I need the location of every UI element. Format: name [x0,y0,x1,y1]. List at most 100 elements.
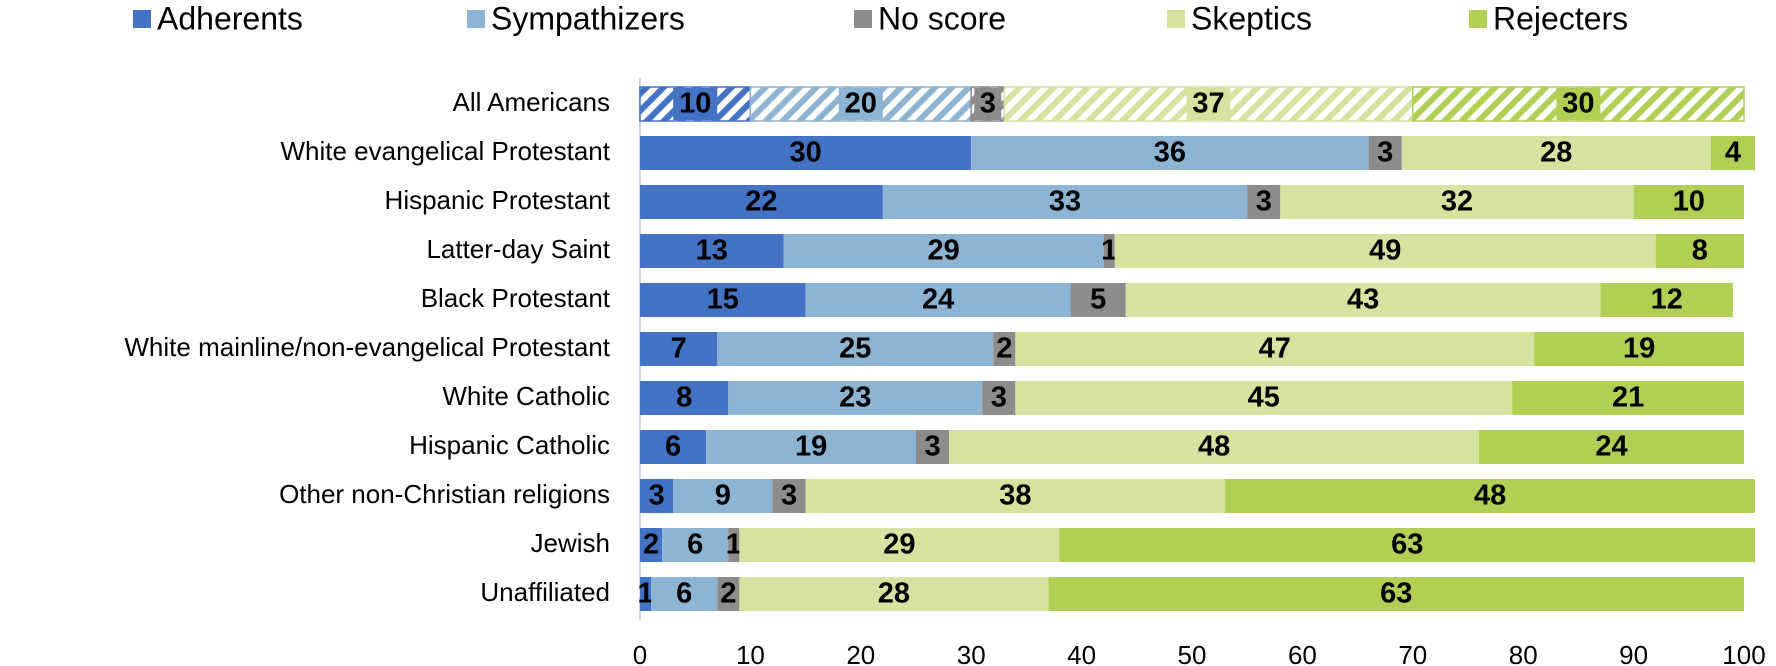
x-tick-label: 50 [1178,640,1207,666]
bar-segment [1015,381,1513,415]
bar-segment [971,136,1369,170]
bar-segment [706,430,916,464]
bar-segment [1600,283,1733,317]
data-label: 9 [715,480,731,512]
legend-swatch [1167,10,1185,28]
data-label: 28 [1540,137,1572,169]
data-label: 28 [878,578,910,610]
bar-segment [1103,234,1115,268]
label-backing [673,88,718,120]
data-label: 3 [648,480,664,512]
bar-segment [1070,283,1126,317]
data-label: 19 [1623,333,1655,365]
data-label: 13 [696,235,728,267]
bar-segment [640,381,729,415]
bar-segment [640,283,806,317]
data-label: 3 [1377,137,1393,169]
data-label: 1 [637,578,653,610]
data-label: 2 [996,333,1012,365]
bar-segment [1114,234,1656,268]
data-label: 3 [924,431,940,463]
x-tick-label: 70 [1398,640,1427,666]
bar-segment [662,528,729,562]
bar-segment [1534,332,1744,366]
bar-segment [640,185,883,219]
data-label: 10 [679,88,711,120]
bar-segment [916,430,950,464]
bar-segment [772,479,806,513]
category-label: White evangelical Protestant [280,136,610,166]
legend-swatch [467,10,485,28]
data-label: 37 [1192,88,1224,120]
bar-segment [640,234,784,268]
data-label: 30 [789,137,821,169]
legend-label: Adherents [157,0,303,36]
data-label: 48 [1474,480,1506,512]
x-tick-label: 60 [1288,640,1317,666]
x-tick-label: 30 [957,640,986,666]
label-backing [1186,88,1231,120]
data-label: 45 [1248,382,1280,414]
x-tick-label: 100 [1722,640,1765,666]
x-tick-label: 40 [1067,640,1096,666]
data-label: 47 [1259,333,1291,365]
data-label: 24 [922,284,954,316]
x-tick-label: 10 [736,640,765,666]
data-label: 6 [665,431,681,463]
bar-segment [805,479,1226,513]
category-label: Black Protestant [421,283,611,313]
data-label: 23 [839,382,871,414]
category-label: Unaffiliated [480,577,610,607]
category-label: Hispanic Catholic [409,430,610,460]
data-label: 43 [1347,284,1379,316]
data-label: 15 [707,284,739,316]
bar-segment [640,332,718,366]
data-label: 30 [1562,88,1594,120]
bar-segment [949,430,1480,464]
legend-label: Skeptics [1191,0,1312,36]
label-backing [1556,88,1601,120]
bar-segment [640,577,652,611]
bar-segment [728,381,983,415]
data-label: 4 [1725,137,1741,169]
label-backing [838,88,883,120]
data-label: 20 [845,88,877,120]
category-label: All Americans [453,87,611,117]
data-label: 29 [927,235,959,267]
bar-segment [673,479,773,513]
data-label: 12 [1651,284,1683,316]
legend-label: Sympathizers [491,0,685,36]
data-label: 36 [1154,137,1186,169]
data-label: 48 [1198,431,1230,463]
bar-segment [739,577,1049,611]
data-label: 63 [1391,529,1423,561]
bar-segment [882,185,1248,219]
data-label: 8 [676,382,692,414]
x-tick-label: 20 [846,640,875,666]
bar-segment [640,430,707,464]
data-label: 21 [1612,382,1644,414]
category-label: Jewish [531,528,610,558]
data-label: 24 [1595,431,1627,463]
bar-segment [805,283,1071,317]
bar-segment [1479,430,1744,464]
data-label: 2 [643,529,659,561]
data-label: 19 [795,431,827,463]
data-label: 7 [671,333,687,365]
bar-segment [1015,332,1535,366]
bar-segment [1401,136,1711,170]
bar-segment [1368,136,1402,170]
data-label: 29 [883,529,915,561]
data-label: 33 [1049,186,1081,218]
bar-segment [1048,577,1744,611]
x-tick-label: 90 [1619,640,1648,666]
data-label: 3 [980,88,996,120]
data-label: 6 [687,529,703,561]
legend-label: No score [878,0,1006,36]
bar-segment [1710,136,1756,170]
data-label: 2 [720,578,736,610]
bar-segment [739,528,1060,562]
bar-segment [717,332,994,366]
data-label: 63 [1380,578,1412,610]
